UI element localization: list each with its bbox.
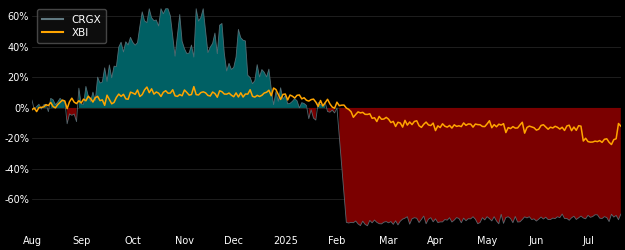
Legend: CRGX, XBI: CRGX, XBI bbox=[37, 9, 106, 43]
